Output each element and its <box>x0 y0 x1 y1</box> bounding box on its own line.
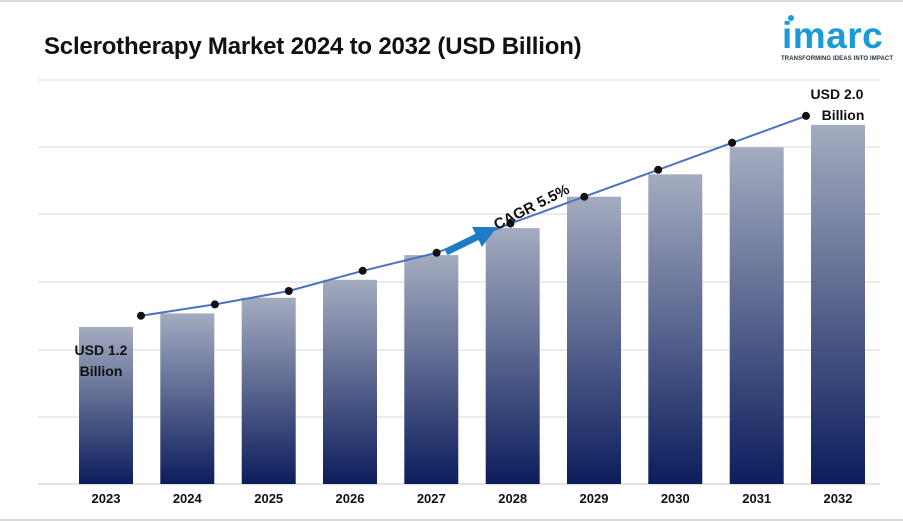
x-tick-label: 2023 <box>92 491 121 506</box>
x-tick-label: 2028 <box>498 491 527 506</box>
trend-point-2031 <box>728 138 737 147</box>
bar-2025 <box>241 297 296 484</box>
logo-dot-icon <box>788 15 794 21</box>
x-tick-label: 2030 <box>661 491 690 506</box>
chart-title: Sclerotherapy Market 2024 to 2032 (USD B… <box>44 33 582 60</box>
trend-line-group <box>137 111 810 320</box>
logo-tagline: TRANSFORMING IDEAS INTO IMPACT <box>781 56 894 62</box>
trend-point-2029 <box>580 192 589 201</box>
end-value-label-line2: Billion <box>822 107 865 123</box>
start-value-label-line2: Billion <box>80 363 123 379</box>
bottom-border <box>0 519 903 521</box>
x-tick-label: 2032 <box>824 491 853 506</box>
bar-2026 <box>323 279 377 484</box>
trend-point-2023 <box>137 311 145 320</box>
trend-line <box>140 114 807 317</box>
x-tick-label: 2031 <box>742 491 771 506</box>
x-tick-label: 2029 <box>580 491 609 506</box>
end-value-label-line1: USD 2.0 <box>811 86 864 102</box>
x-tick-label: 2025 <box>254 491 283 506</box>
x-tick-label: 2027 <box>417 491 446 506</box>
trend-point-2028 <box>506 219 515 228</box>
trend-point-2024 <box>210 300 219 309</box>
trend-point-2030 <box>654 165 663 174</box>
imarc-logo: imarc TRANSFORMING IDEAS INTO IMPACT <box>778 10 900 66</box>
bar-2032 <box>811 124 865 485</box>
trend-point-2027 <box>432 248 441 257</box>
bar-2030 <box>648 174 703 485</box>
bar-2031 <box>729 147 784 485</box>
bar-2024 <box>160 313 215 484</box>
cagr-arrow-icon <box>444 226 498 256</box>
start-value-label-line1: USD 1.2 <box>75 342 128 358</box>
bar-2028 <box>485 228 540 484</box>
x-tick-label: 2024 <box>173 491 203 506</box>
bar-2027 <box>404 255 459 484</box>
x-tick-label: 2026 <box>336 491 365 506</box>
trend-point-2032 <box>802 111 810 120</box>
top-border <box>0 0 903 2</box>
cagr-label: CAGR 5.5% <box>491 181 572 234</box>
x-tick-labels: 2023 2024 2025 2026 2027 2028 2029 2030 2031 2032 <box>92 491 853 506</box>
bars <box>79 124 865 485</box>
bar-2023 <box>79 326 133 484</box>
logo-wordmark: imarc <box>782 15 884 56</box>
bar-2029 <box>567 196 621 484</box>
trend-point-2026 <box>358 266 367 275</box>
trend-point-2025 <box>284 287 293 295</box>
